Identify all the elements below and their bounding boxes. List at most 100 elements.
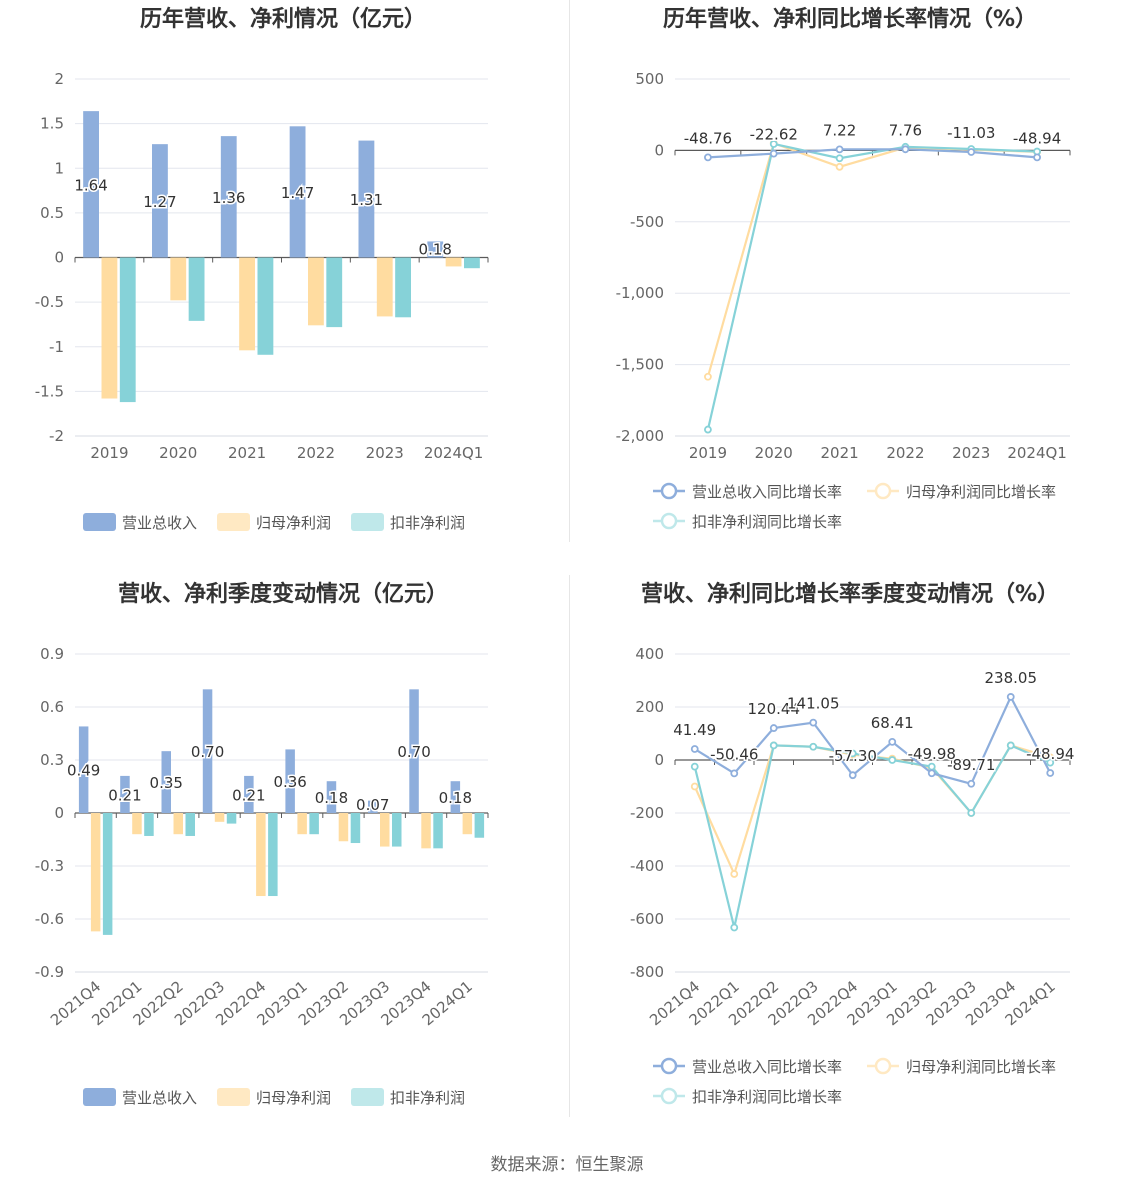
x-tick-label: 2022 <box>886 444 924 462</box>
data-point <box>848 749 857 758</box>
bar <box>244 775 254 813</box>
legend-marker <box>660 1087 678 1105</box>
data-label: 120.44 <box>748 700 801 718</box>
bar <box>427 241 444 258</box>
legend-label: 扣非净利润同比增长率 <box>692 513 842 531</box>
legend-label: 扣非净利润 <box>390 1089 465 1107</box>
bar <box>450 781 461 813</box>
bar <box>268 813 278 897</box>
data-label: 0.18 <box>419 241 452 259</box>
bar <box>376 257 393 317</box>
y-tick-label: 0.5 <box>40 204 64 222</box>
quarterly-growth-rate-chart: 营收、净利同比增长率季度变动情况（%） 400 200 0 -200 -400 -600 -8… <box>567 575 1134 1135</box>
series-line <box>707 148 1038 159</box>
data-point <box>690 762 699 771</box>
bar <box>144 813 154 836</box>
bar <box>185 813 195 836</box>
data-point <box>1006 741 1015 750</box>
divider-top <box>569 0 570 542</box>
bar <box>170 257 187 301</box>
bar <box>256 813 266 897</box>
y-tick-label: 0.3 <box>40 751 64 769</box>
y-tick-label: 0 <box>654 141 664 159</box>
data-source-footer: 数据来源：恒生聚源 <box>490 1155 644 1175</box>
data-label: 238.05 <box>985 669 1038 687</box>
data-label: -48.94 <box>1026 745 1074 763</box>
data-point <box>835 162 844 171</box>
data-point <box>1006 693 1015 701</box>
y-tick-label: 0 <box>54 804 64 822</box>
bar <box>152 144 168 258</box>
y-tick-label: 0.9 <box>40 645 64 663</box>
y-tick-label: -400 <box>630 857 664 875</box>
bar <box>326 257 343 328</box>
bar <box>297 813 307 835</box>
bar <box>368 800 378 813</box>
legend-swatch <box>217 513 250 531</box>
data-label: -49.98 <box>908 745 956 763</box>
y-tick-label: -0.3 <box>35 857 64 875</box>
bar <box>101 257 118 399</box>
bar <box>445 257 462 267</box>
bar <box>214 813 225 822</box>
bar <box>226 813 237 824</box>
legend-label: 营业总收入 <box>122 514 197 532</box>
data-point <box>927 769 936 778</box>
data-label: 0.07 <box>356 796 389 814</box>
legend-swatch <box>351 1088 384 1106</box>
data-point <box>704 425 712 434</box>
legend-label: 营业总收入同比增长率 <box>692 1058 842 1076</box>
data-label: 1.31 <box>350 191 383 209</box>
series-line <box>694 694 1052 786</box>
bar <box>289 126 306 258</box>
data-point <box>1033 153 1041 162</box>
x-tick-label: 2020 <box>755 444 793 462</box>
legend-marker <box>660 1057 678 1075</box>
series-line <box>706 141 1038 378</box>
y-tick-label: 1.5 <box>40 115 64 133</box>
legend-label: 营业总收入 <box>122 1089 197 1107</box>
data-label: 0.18 <box>315 789 348 807</box>
bar <box>132 813 142 835</box>
data-label: -89.71 <box>947 756 995 774</box>
y-tick-label: 0 <box>54 249 64 267</box>
annual-growth-rate-svg: 历年营收、净利同比增长率情况（%） 500 0 -500 -1,000 -1,500 -2,… <box>616 6 1071 531</box>
bar <box>395 257 411 318</box>
legend-marker <box>874 482 892 500</box>
bar <box>308 257 324 326</box>
data-label: 41.49 <box>673 721 716 739</box>
x-tick-label: 2023 <box>952 444 990 462</box>
x-tick-label: 2023 <box>366 444 404 462</box>
y-tick-label: 1 <box>54 159 64 177</box>
bar <box>285 749 295 813</box>
legend-label: 归母净利润 <box>256 1089 331 1107</box>
annual-revenue-profit-svg: 历年营收、净利情况（亿元） 2 1.5 1 0.5 0 -0.5 -1 -1.5 -2 2019 20… <box>35 6 489 532</box>
quarterly-revenue-profit-chart: 营收、净利季度变动情况（亿元） 0.9 0.6 0.3 0 -0.3 -0.6 -0.9 202… <box>0 575 567 1135</box>
data-point <box>769 149 778 158</box>
bar <box>257 257 274 355</box>
data-label: 1.27 <box>143 193 176 211</box>
data-label: 0.21 <box>108 786 141 804</box>
y-tick-label: 200 <box>635 698 664 716</box>
y-tick-label: -0.9 <box>35 963 64 981</box>
legend-label: 扣非净利润 <box>390 514 465 532</box>
x-tick-label: 2020 <box>159 444 197 462</box>
bar <box>309 813 319 835</box>
data-point <box>704 153 712 162</box>
y-tick-label: -600 <box>630 910 664 928</box>
bar <box>463 257 480 269</box>
bar <box>188 257 205 321</box>
data-point <box>888 737 897 746</box>
annual-growth-rate-chart: 历年营收、净利同比增长率情况（%） 500 0 -500 -1,000 -1,500 -2,… <box>567 0 1134 560</box>
x-tick-label: 2024Q1 <box>424 444 484 462</box>
data-label: 141.05 <box>787 695 840 713</box>
x-tick-label: 2021 <box>820 444 858 462</box>
y-tick-label: -200 <box>630 804 664 822</box>
annual-revenue-profit-chart: 历年营收、净利情况（亿元） 2 1.5 1 0.5 0 -0.5 -1 -1.5 -2 2019 20… <box>0 0 567 560</box>
quarterly-revenue-profit-svg: 营收、净利季度变动情况（亿元）0.90.60.30-0.3-0.6-0.9202… <box>35 581 489 1107</box>
chart-title: 历年营收、净利情况（亿元） <box>140 6 426 32</box>
legend-label: 归母净利润同比增长率 <box>906 483 1056 501</box>
bar <box>202 689 213 813</box>
y-tick-label: -1 <box>49 338 64 356</box>
bar <box>161 751 172 813</box>
